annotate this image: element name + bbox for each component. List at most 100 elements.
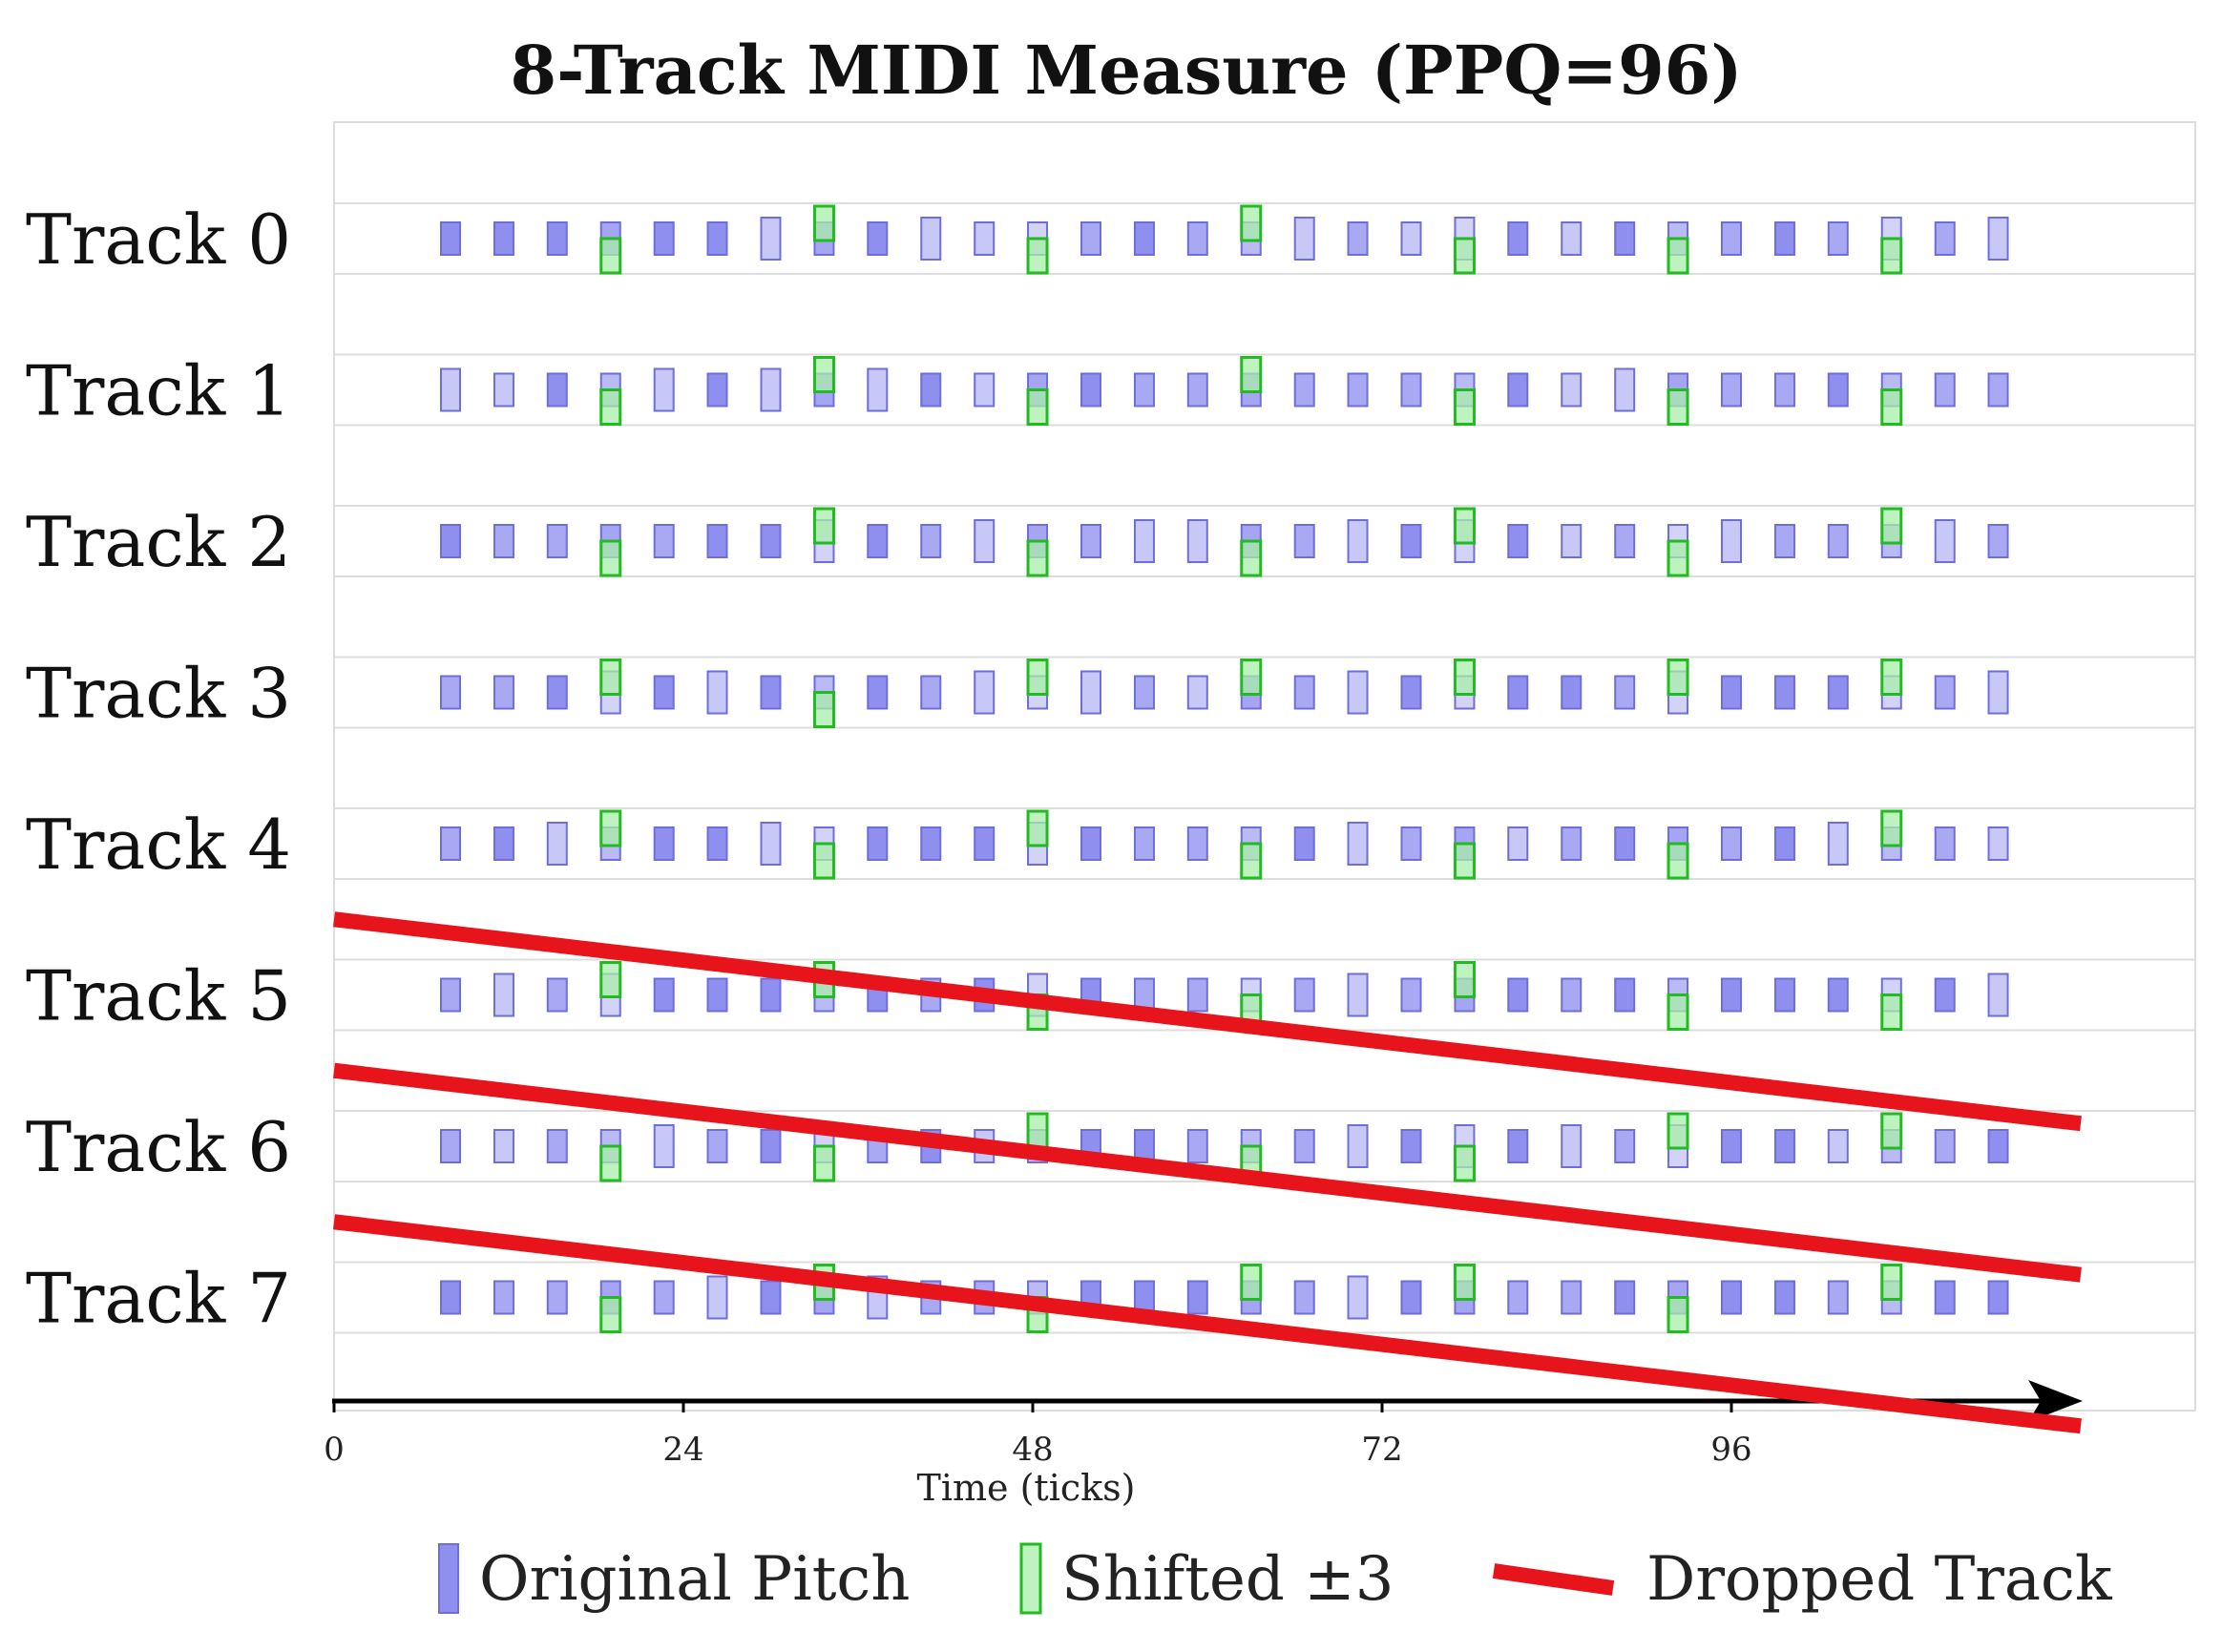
dropped-track-line bbox=[333, 911, 2082, 1132]
shifted-note bbox=[1666, 1296, 1689, 1333]
chart-title: 8-Track MIDI Measure (PPQ=96) bbox=[511, 31, 1743, 110]
original-note bbox=[653, 524, 675, 558]
original-note bbox=[1721, 372, 1742, 408]
original-note bbox=[1080, 524, 1101, 558]
original-note bbox=[1773, 524, 1795, 558]
original-note bbox=[440, 675, 461, 710]
shifted-note bbox=[1666, 237, 1689, 275]
original-note bbox=[1773, 372, 1795, 408]
shifted-note bbox=[599, 1296, 622, 1333]
shifted-note bbox=[599, 809, 622, 847]
original-note bbox=[440, 367, 461, 412]
original-note bbox=[1721, 826, 1742, 861]
shifted-note bbox=[1880, 1112, 1903, 1150]
original-note bbox=[1400, 826, 1422, 861]
shifted-note bbox=[1453, 1264, 1476, 1301]
track-label: Track 1 bbox=[26, 351, 291, 431]
original-note bbox=[974, 519, 996, 563]
original-note bbox=[1987, 972, 2009, 1017]
original-note bbox=[1827, 372, 1849, 408]
original-note bbox=[493, 524, 514, 558]
original-note bbox=[546, 1129, 568, 1163]
track-label: Track 0 bbox=[26, 199, 291, 280]
shifted-note bbox=[812, 1144, 835, 1182]
shifted-note bbox=[1666, 659, 1689, 696]
original-note bbox=[1293, 1280, 1315, 1315]
shifted-note bbox=[1880, 809, 1903, 847]
original-note bbox=[1561, 826, 1583, 861]
original-note bbox=[760, 217, 782, 261]
original-note bbox=[1721, 675, 1742, 710]
original-note bbox=[1133, 675, 1155, 710]
original-note bbox=[440, 524, 461, 558]
original-note bbox=[1721, 221, 1742, 256]
original-note bbox=[974, 372, 996, 408]
original-note bbox=[867, 367, 889, 412]
original-note bbox=[1400, 221, 1422, 256]
original-note bbox=[1827, 822, 1849, 866]
original-note bbox=[1721, 977, 1742, 1013]
shifted-note bbox=[812, 691, 835, 728]
original-note bbox=[1293, 675, 1315, 710]
original-note bbox=[653, 1124, 675, 1168]
original-note bbox=[440, 977, 461, 1013]
original-note bbox=[760, 675, 782, 710]
original-note bbox=[706, 1129, 728, 1163]
track-label: Track 5 bbox=[26, 956, 291, 1036]
shifted-note bbox=[1453, 842, 1476, 880]
shifted-note bbox=[1453, 961, 1476, 998]
shifted-note bbox=[599, 961, 622, 998]
original-note bbox=[1827, 221, 1849, 256]
original-note bbox=[1347, 519, 1369, 563]
track-label: Track 7 bbox=[26, 1259, 291, 1339]
original-note bbox=[1400, 977, 1422, 1013]
original-note bbox=[493, 826, 514, 861]
shifted-note bbox=[1880, 388, 1903, 426]
original-note bbox=[1614, 675, 1636, 710]
original-note bbox=[1934, 826, 1956, 861]
shifted-note bbox=[1880, 1264, 1903, 1301]
original-note bbox=[1773, 977, 1795, 1013]
original-note bbox=[1987, 217, 2009, 261]
original-note bbox=[1934, 519, 1956, 563]
original-note bbox=[1186, 826, 1208, 861]
shifted-note bbox=[1880, 237, 1903, 275]
original-note bbox=[1400, 675, 1422, 710]
original-note bbox=[760, 524, 782, 558]
original-note bbox=[1133, 519, 1155, 563]
original-note bbox=[493, 221, 514, 256]
shifted-note bbox=[599, 659, 622, 696]
original-note bbox=[1987, 1129, 2009, 1163]
original-note bbox=[1507, 977, 1529, 1013]
original-note bbox=[974, 221, 996, 256]
original-note bbox=[867, 221, 889, 256]
original-note bbox=[653, 977, 675, 1013]
plot-frame bbox=[333, 121, 2196, 1412]
original-note bbox=[1347, 972, 1369, 1017]
original-note bbox=[706, 372, 728, 408]
original-note bbox=[440, 826, 461, 861]
original-note bbox=[920, 826, 942, 861]
original-note bbox=[1293, 524, 1315, 558]
shifted-note bbox=[1026, 809, 1049, 847]
original-note bbox=[546, 221, 568, 256]
track-label: Track 6 bbox=[26, 1107, 291, 1187]
shifted-note bbox=[812, 842, 835, 880]
original-note bbox=[493, 972, 514, 1017]
original-note bbox=[1987, 372, 2009, 408]
original-note bbox=[1080, 372, 1101, 408]
original-note bbox=[1561, 524, 1583, 558]
original-note bbox=[1773, 221, 1795, 256]
legend-label: Original Pitch bbox=[479, 1544, 910, 1615]
shifted-note bbox=[1026, 659, 1049, 696]
shifted-note bbox=[1666, 1112, 1689, 1150]
original-note bbox=[1773, 826, 1795, 861]
original-note bbox=[1934, 675, 1956, 710]
original-note bbox=[1347, 822, 1369, 866]
original-note bbox=[1561, 675, 1583, 710]
x-axis-label: Time (ticks) bbox=[917, 1467, 1136, 1509]
original-note bbox=[706, 826, 728, 861]
original-note bbox=[706, 977, 728, 1013]
original-note bbox=[1721, 519, 1742, 563]
